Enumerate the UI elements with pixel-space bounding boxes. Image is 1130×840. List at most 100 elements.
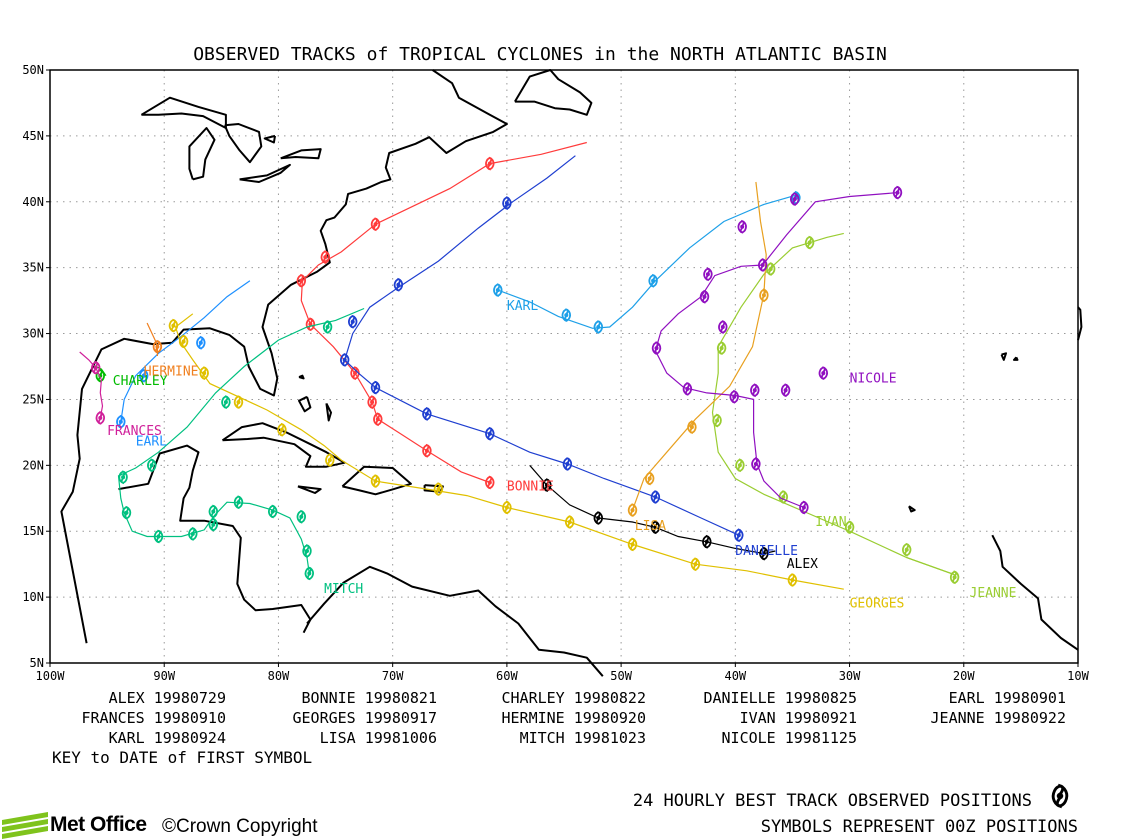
cyclone-position-icon <box>422 407 432 421</box>
cyclone-position-icon <box>759 288 769 303</box>
axis-labels: 5N 10N 15N 20N 25N 30N 35N 40N 45N 50N 100W 90W 80W 7… <box>22 63 1089 683</box>
track-frances <box>79 351 105 425</box>
cyclone-position-icon <box>322 320 333 334</box>
cyclone-position-icon <box>690 557 701 572</box>
footer-line-2: SYMBOLS REPRESENT 00Z POSITIONS <box>761 817 1078 837</box>
cyclone-position-icon <box>296 273 306 288</box>
storm-label-ivan: IVAN <box>815 515 846 530</box>
cyclone-position-icon <box>152 339 163 354</box>
coastline <box>1077 306 1083 341</box>
lon-label: 90W <box>153 669 175 683</box>
cyclone-position-icon <box>340 353 350 367</box>
lat-label: 30N <box>22 327 44 341</box>
cyclone-position-icon <box>502 196 512 210</box>
cyclone-position-icon <box>703 267 713 282</box>
legend-key-note: KEY to DATE of FIRST SYMBOL <box>52 748 312 767</box>
storm-label-danielle: DANIELLE <box>735 544 798 559</box>
lon-label: 40W <box>724 669 746 683</box>
coastline <box>908 505 916 513</box>
met-office-logo-text: Met Office <box>50 813 147 836</box>
coastline <box>140 96 227 129</box>
coastline <box>297 485 322 494</box>
cyclone-position-icon <box>422 443 432 458</box>
coastline <box>341 465 412 496</box>
legend: ALEX 19980729 BONNIE 19980821 CHARLEY 1998… <box>52 689 1066 767</box>
legend-entry: FRANCES 19980910 <box>82 709 227 727</box>
cyclone-position-icon <box>121 505 132 520</box>
lon-label: 60W <box>496 669 518 683</box>
lat-label: 35N <box>22 261 44 275</box>
cyclone-position-icon <box>766 262 776 276</box>
track-earl <box>116 280 251 429</box>
cyclone-position-icon <box>370 380 381 395</box>
cyclone-position-icon <box>799 500 809 515</box>
coastline <box>60 69 508 644</box>
track-georges <box>168 313 844 590</box>
cyclone-position-icon <box>651 341 662 355</box>
storm-label-jeanne: JEANNE <box>970 586 1017 601</box>
storm-label-earl: EARL <box>136 435 167 450</box>
lat-label: 45N <box>22 129 44 143</box>
cyclone-position-icon <box>892 185 903 200</box>
storm-label-frances: FRANCES <box>107 424 162 439</box>
coastline <box>221 422 346 468</box>
cyclone-position-icon <box>902 542 912 557</box>
cyclone-position-icon <box>147 458 157 473</box>
cyclone-position-icon <box>650 520 661 535</box>
cyclone-position-icon <box>199 366 209 380</box>
cyclone-position-icon <box>712 413 722 428</box>
track-danielle <box>340 155 744 543</box>
coastline <box>1000 352 1007 361</box>
track-mitch <box>117 307 365 581</box>
cyclone-position-icon <box>593 320 603 334</box>
lon-label: 50W <box>610 669 632 683</box>
lat-label: 50N <box>22 63 44 77</box>
track-line-nicole <box>654 192 898 509</box>
cyclone-position-icon <box>268 504 278 519</box>
cyclone-position-icon <box>729 389 739 404</box>
footer-line-1: 24 HOURLY BEST TRACK OBSERVED POSITIONS <box>633 791 1032 811</box>
cyclone-position-icon <box>168 318 179 333</box>
storm-label-nicole: NICOLE <box>850 371 897 386</box>
cyclone-position-icon <box>221 395 231 409</box>
legend-entry: IVAN 19980921 <box>740 709 857 727</box>
storm-label-karl: KARL <box>507 299 538 314</box>
cyclone-position-icon <box>593 511 603 525</box>
cyclone-position-icon <box>818 366 828 380</box>
cyclone-position-icon <box>650 490 661 504</box>
cyclone-position-icon <box>153 529 164 544</box>
coastline <box>118 444 312 634</box>
cyclone-position-icon <box>95 411 105 425</box>
legend-entry: GEORGES 19980917 <box>293 709 438 727</box>
cyclone-position-icon <box>702 534 712 549</box>
coastline <box>263 134 276 144</box>
cyclone-position-icon <box>750 383 760 398</box>
cyclone-position-icon <box>91 360 101 375</box>
track-line-ivan <box>711 232 955 576</box>
cyclone-position-icon <box>565 515 575 529</box>
legend-entry: BONNIE 19980821 <box>302 689 437 707</box>
cyclone-position-icon <box>699 289 710 304</box>
cyclone-position-icon <box>433 482 444 496</box>
cyclone-position-icon <box>208 517 218 532</box>
track-line-jeanne <box>906 557 955 576</box>
track-nicole <box>651 185 903 515</box>
coastline <box>1013 356 1019 361</box>
cyclone-position-icon <box>645 471 655 486</box>
cyclone-position-icon <box>737 219 747 234</box>
cyclone-position-icon <box>373 412 383 427</box>
cyclone-position-icon <box>759 546 769 561</box>
cyclone-position-icon <box>648 273 658 288</box>
legend-entry: EARL 19980901 <box>949 689 1066 707</box>
cyclone-position-icon <box>393 277 404 292</box>
legend-entry: JEANNE 19980922 <box>931 709 1066 727</box>
cyclone-position-icon <box>778 490 788 504</box>
track-alex <box>529 464 776 561</box>
lat-label: 15N <box>22 524 44 538</box>
cyclone-symbol-icon <box>1051 783 1069 809</box>
coastline <box>188 127 216 181</box>
storm-label-bonnie: BONNIE <box>507 479 554 494</box>
track-line-mitch <box>117 307 365 574</box>
storm-label-alex: ALEX <box>787 557 818 572</box>
coastline <box>280 148 322 160</box>
